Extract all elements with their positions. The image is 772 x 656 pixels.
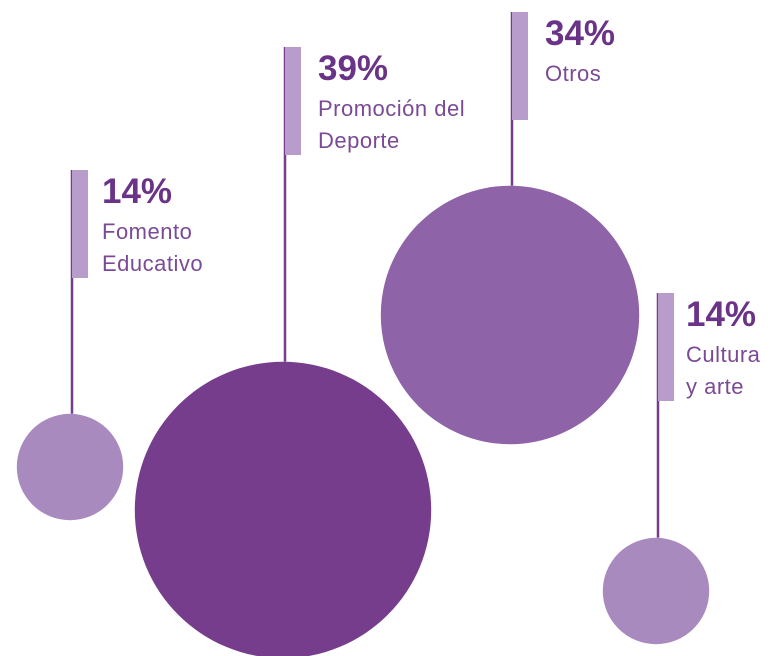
bubble [134, 361, 432, 656]
category-label: Cultura y arte [686, 342, 761, 399]
label-bar [285, 47, 301, 155]
category-label: Promoción del Deporte [318, 96, 466, 153]
category-label: Otros [545, 61, 602, 86]
value-label: 14% [686, 295, 757, 334]
bubble [16, 413, 124, 521]
category-label: Fomento Educativo [102, 219, 204, 276]
bubble [380, 185, 640, 445]
label-bar [72, 170, 88, 278]
value-label: 34% [545, 14, 616, 53]
value-label: 39% [318, 49, 389, 88]
bubble [602, 537, 710, 645]
value-label: 14% [102, 172, 173, 211]
label-bar [512, 12, 528, 120]
label-bar [658, 293, 674, 401]
